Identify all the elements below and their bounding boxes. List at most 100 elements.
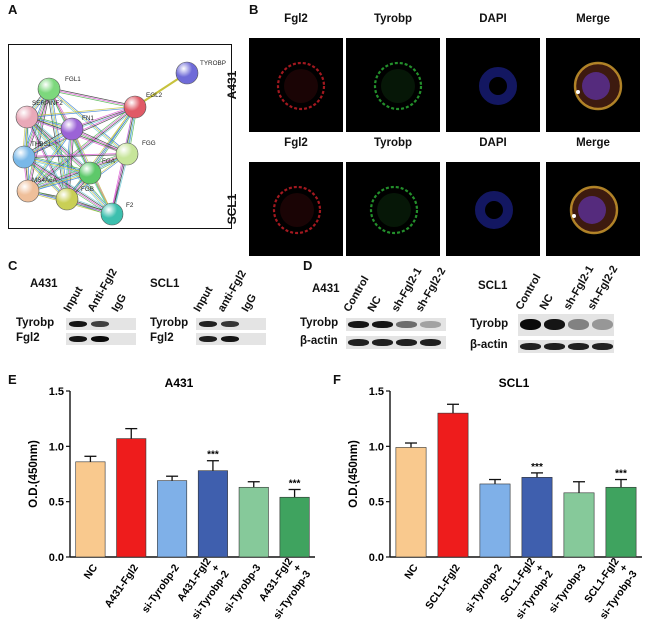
network-node-label: FGL1 — [65, 76, 81, 83]
panel-label-a: A — [8, 2, 18, 17]
blot-band — [91, 336, 109, 342]
channel-label: Fgl2 — [284, 13, 308, 25]
cell-signal — [284, 69, 318, 103]
network-panel: TYROBP FGL1 EGL2 SERPINF2 FN1 FGG THBS1 FGA MS4A… — [8, 44, 232, 229]
network-edge — [64, 128, 71, 199]
bar — [197, 470, 228, 558]
blot-band — [69, 321, 87, 327]
cell-signal — [479, 67, 517, 105]
network-edge — [23, 157, 112, 215]
channel-label: DAPI — [479, 137, 507, 149]
x-tick-label-line: + — [533, 562, 546, 574]
network-node-label: THBS1 — [31, 141, 52, 148]
x-tick-label-line: A431-Fgl2 — [102, 562, 141, 610]
cell-signal — [369, 185, 419, 235]
blot-row-label: β-actin — [470, 339, 508, 351]
x-tick-label-line: NC — [82, 562, 101, 582]
y-tick-label: 0.0 — [49, 552, 64, 564]
bar — [521, 477, 553, 558]
network-edge — [27, 116, 69, 199]
cell-signal — [276, 61, 326, 111]
network-edge — [24, 156, 91, 173]
network-edge — [28, 115, 114, 213]
blot-band — [544, 319, 565, 330]
bar — [238, 486, 269, 558]
micrograph — [249, 162, 343, 256]
y-tick-label: 0.5 — [49, 497, 64, 509]
bar — [437, 412, 469, 558]
significance-marker: *** — [289, 478, 301, 489]
bar — [279, 496, 310, 558]
bar — [479, 483, 511, 558]
network-node — [78, 161, 102, 185]
blot-band — [372, 339, 393, 346]
channel-label: DAPI — [479, 13, 507, 25]
blot-strip — [346, 336, 446, 349]
network-edge — [48, 88, 128, 155]
micrograph-image — [569, 185, 619, 235]
x-tick-label: si-Tyrobp-2 — [463, 562, 505, 615]
micrograph-image — [479, 67, 517, 105]
micrograph — [446, 162, 540, 256]
y-tick-label: 1.5 — [49, 386, 64, 398]
x-tick-label: SCL1-Fgl2+si-Tyrobp-2 — [498, 556, 556, 622]
network-node-label: FN1 — [82, 115, 94, 122]
network-edge — [24, 155, 114, 213]
x-tick-label-line: si-Tyrobp-2 — [463, 562, 505, 615]
blot-strip — [66, 333, 136, 345]
cell-line-label: SCL1 — [150, 278, 180, 290]
blot-band — [396, 321, 417, 328]
lane-label: IgG — [109, 292, 130, 314]
y-tick-label: 1.0 — [49, 441, 64, 453]
network-graph: TYROBP FGL1 EGL2 SERPINF2 FN1 FGG THBS1 FGA MS4A… — [12, 60, 226, 226]
network-edge — [28, 155, 128, 194]
blot-band — [520, 343, 541, 350]
network-edge — [27, 128, 73, 192]
blot-strip — [66, 318, 136, 330]
network-node — [37, 77, 61, 101]
network-edge — [26, 106, 135, 117]
x-tick-label: SCL1-Fgl2+si-Tyrobp-3 — [582, 556, 640, 622]
blot-band — [348, 321, 369, 328]
micrograph-image — [373, 61, 423, 111]
network-edge — [48, 89, 135, 109]
network-edge — [26, 128, 72, 191]
network-edge — [48, 89, 112, 215]
network-edge — [49, 88, 113, 214]
micrograph-image — [276, 61, 326, 111]
cell-signal — [272, 185, 322, 235]
network-edge — [22, 158, 112, 216]
micrograph — [249, 38, 343, 132]
network-node-label: SERPINF2 — [32, 100, 63, 107]
blot-band — [199, 336, 217, 342]
panel-label-c: C — [8, 258, 18, 273]
y-tick-label: 1.5 — [369, 386, 384, 398]
network-edge — [27, 116, 91, 173]
panel-label-f: F — [333, 372, 341, 387]
cell-line-label: SCL1 — [478, 280, 508, 292]
blot-row-label: Tyrobp — [150, 317, 189, 329]
bar — [395, 447, 427, 558]
cell-signal — [373, 61, 423, 111]
blot-band — [592, 343, 613, 350]
micrograph-image — [573, 61, 623, 111]
cell-signal — [381, 69, 415, 103]
network-node-label: FGA — [102, 158, 116, 165]
chart-title: A431 — [165, 376, 194, 390]
network-node — [115, 142, 139, 166]
blot-row-label: Tyrobp — [16, 317, 55, 329]
channel-label: Merge — [576, 13, 610, 25]
chart-title: SCL1 — [499, 376, 530, 390]
network-edge — [67, 129, 73, 200]
x-tick-label-line: + — [617, 562, 630, 574]
cell-line-label: A431 — [312, 283, 340, 295]
blot-band — [91, 321, 109, 327]
network-edge — [23, 157, 90, 174]
cell-line-label: A431 — [30, 278, 58, 290]
blot-row-label: Fgl2 — [150, 332, 174, 344]
bar — [157, 480, 188, 558]
bar — [116, 438, 147, 558]
network-edge — [48, 88, 136, 108]
